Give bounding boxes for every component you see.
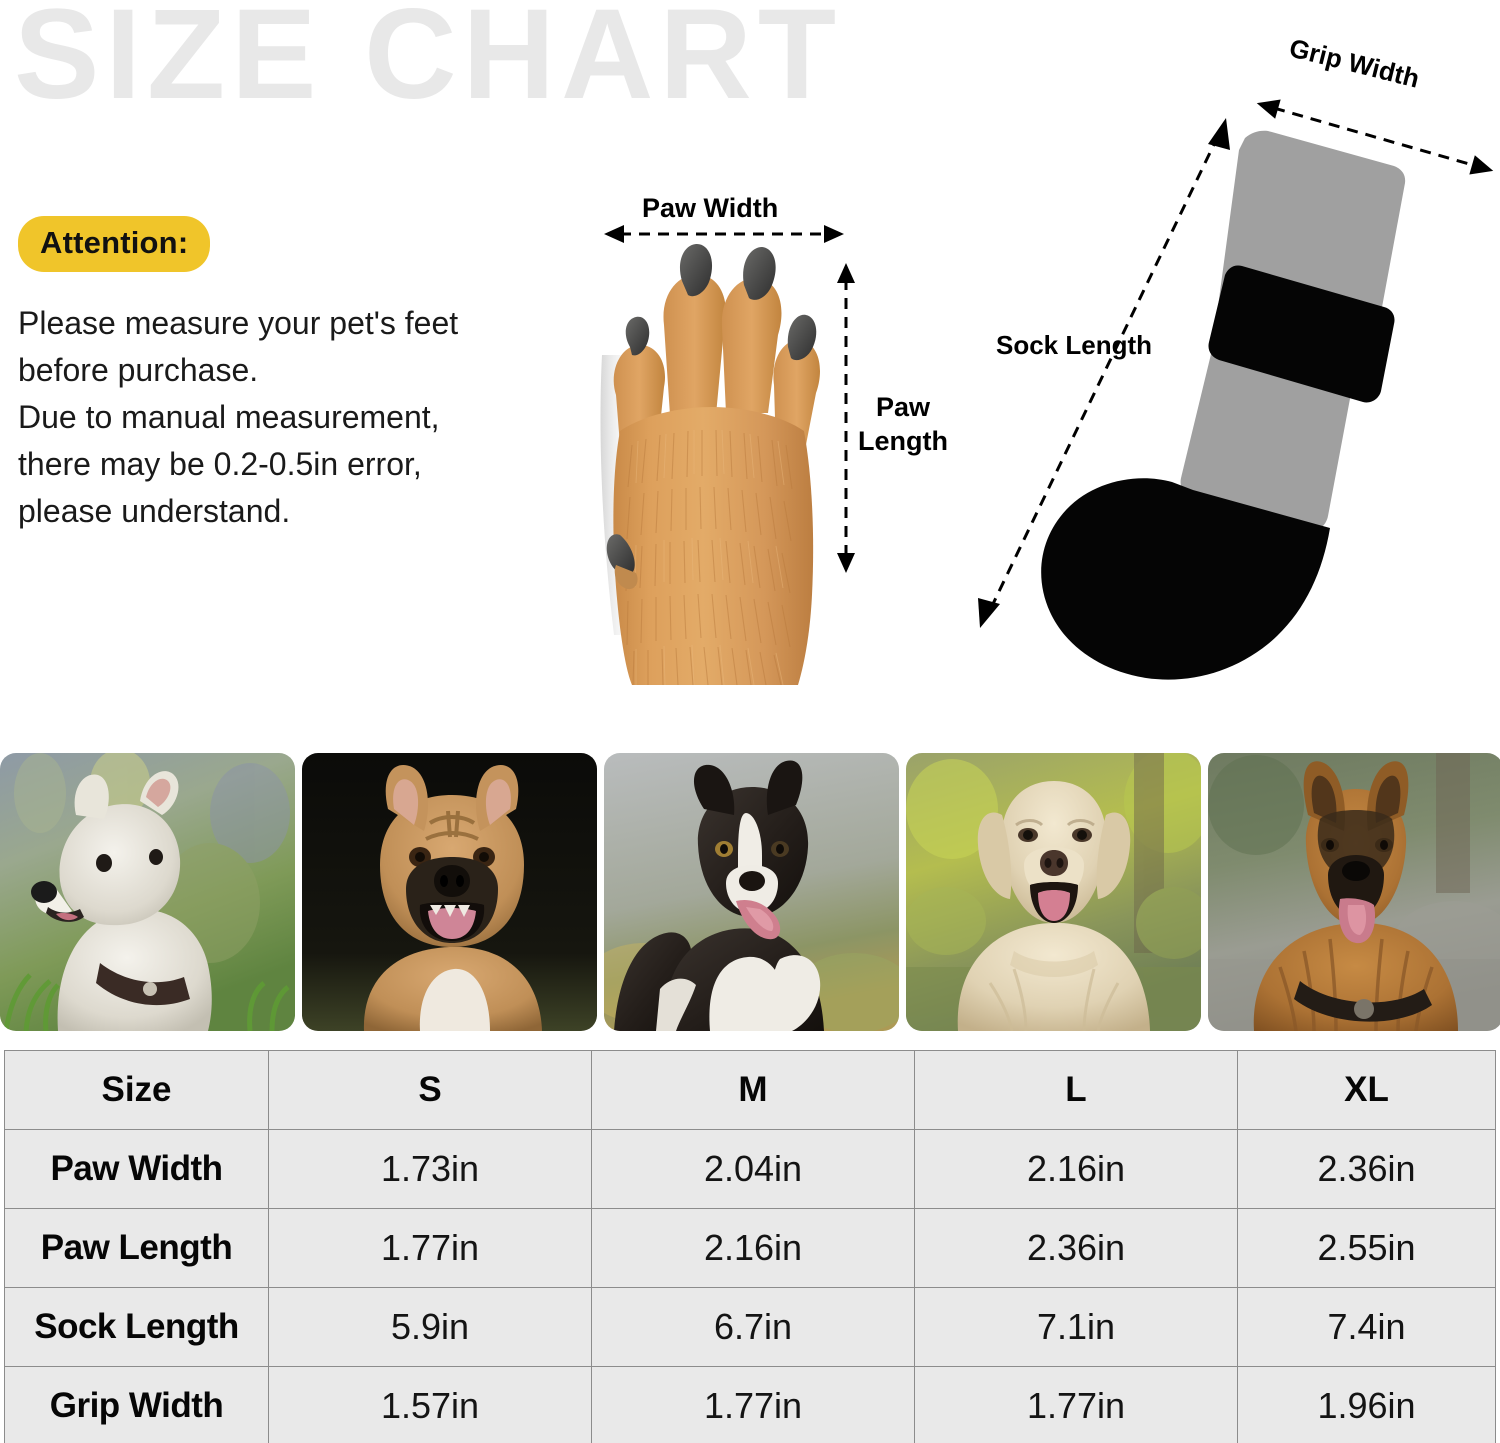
dog-sock-illustration (1041, 130, 1406, 680)
cell-paw-length-xl: 2.55in (1237, 1208, 1496, 1288)
row-label-grip-width: Grip Width (4, 1366, 269, 1443)
table-header-size: Size (4, 1050, 269, 1130)
paw-width-label: Paw Width (642, 193, 779, 223)
table-header-xl: XL (1237, 1050, 1496, 1130)
attention-badge: Attention: (18, 216, 211, 272)
cell-paw-length-m: 2.16in (591, 1208, 915, 1288)
dog-photo-border-collie (604, 753, 899, 1031)
attention-line-5: please understand. (18, 493, 291, 529)
sock-measurement-diagram: Grip Width Sock Length (950, 20, 1494, 710)
table-header-row: Size S M L XL (4, 1050, 1496, 1130)
paw-length-label: Paw Length (848, 390, 958, 458)
table-header-m: M (591, 1050, 915, 1130)
table-row-paw-width: Paw Width 1.73in 2.04in 2.16in 2.36in (4, 1129, 1496, 1209)
table-row-sock-length: Sock Length 5.9in 6.7in 7.1in 7.4in (4, 1287, 1496, 1367)
attention-line-2: before purchase. (18, 352, 259, 388)
row-label-sock-length: Sock Length (4, 1287, 269, 1367)
page-title-watermark: SIZE CHART (14, 0, 842, 126)
cell-grip-width-s: 1.57in (268, 1366, 592, 1443)
cell-paw-width-xl: 2.36in (1237, 1129, 1496, 1209)
paw-length-label-line1: Paw (875, 392, 931, 422)
paw-width-arrow-icon (604, 225, 844, 243)
dog-paw-illustration (600, 243, 820, 685)
table-header-l: L (914, 1050, 1238, 1130)
cell-grip-width-l: 1.77in (914, 1366, 1238, 1443)
table-row-paw-length: Paw Length 1.77in 2.16in 2.36in 2.55in (4, 1208, 1496, 1288)
attention-line-1: Please measure your pet's feet (18, 305, 459, 341)
dog-breed-photo-strip (0, 753, 1500, 1031)
attention-text: Please measure your pet's feet before pu… (18, 300, 578, 535)
cell-sock-length-l: 7.1in (914, 1287, 1238, 1367)
cell-grip-width-m: 1.77in (591, 1366, 915, 1443)
dog-photo-labrador-retriever (906, 753, 1201, 1031)
cell-paw-width-m: 2.04in (591, 1129, 915, 1209)
cell-paw-length-l: 2.36in (914, 1208, 1238, 1288)
cell-grip-width-xl: 1.96in (1237, 1366, 1496, 1443)
table-header-s: S (268, 1050, 592, 1130)
dog-photo-french-bulldog (302, 753, 597, 1031)
grip-width-arrow-icon (1256, 99, 1494, 175)
attention-line-4: there may be 0.2-0.5in error, (18, 446, 422, 482)
cell-paw-length-s: 1.77in (268, 1208, 592, 1288)
attention-line-3: Due to manual measurement, (18, 399, 440, 435)
cell-sock-length-m: 6.7in (591, 1287, 915, 1367)
size-chart-table: Size S M L XL Paw Width 1.73in 2.04in 2.… (4, 1050, 1496, 1443)
sock-length-label: Sock Length (996, 330, 1153, 360)
cell-sock-length-s: 5.9in (268, 1287, 592, 1367)
row-label-paw-width: Paw Width (4, 1129, 269, 1209)
table-row-grip-width: Grip Width 1.57in 1.77in 1.77in 1.96in (4, 1366, 1496, 1443)
cell-sock-length-xl: 7.4in (1237, 1287, 1496, 1367)
paw-length-label-line2: Length (858, 426, 948, 456)
cell-paw-width-l: 2.16in (914, 1129, 1238, 1209)
row-label-paw-length: Paw Length (4, 1208, 269, 1288)
cell-paw-width-s: 1.73in (268, 1129, 592, 1209)
dog-photo-west-highland-white-terrier (0, 753, 295, 1031)
paw-length-arrow-icon (837, 263, 855, 573)
sock-length-arrow-icon (978, 118, 1230, 628)
dog-photo-german-shepherd (1208, 753, 1500, 1031)
paw-measurement-diagram: Paw Width (590, 175, 990, 705)
